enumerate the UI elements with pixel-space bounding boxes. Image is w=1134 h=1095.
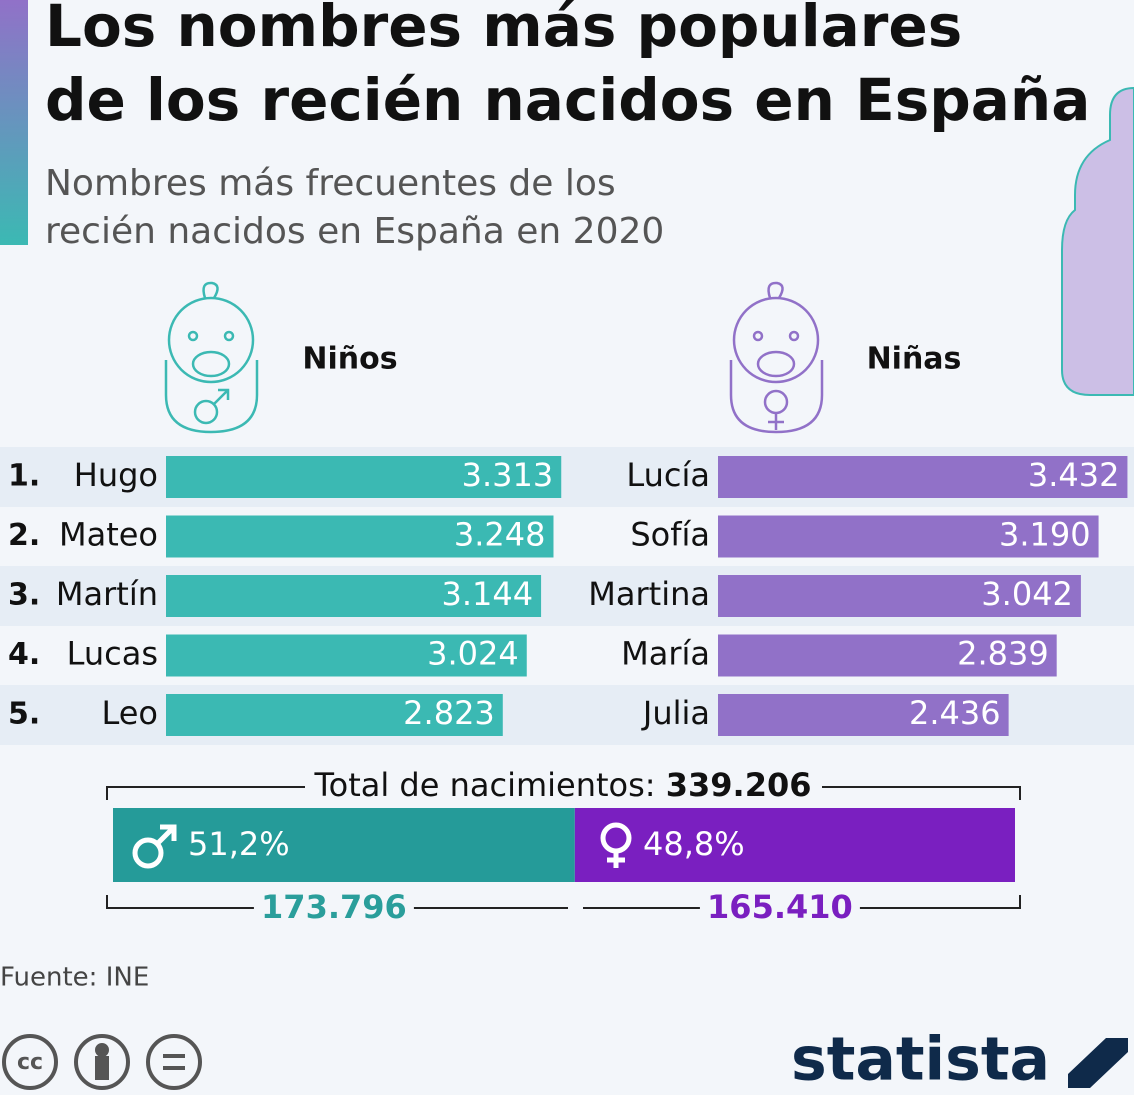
value-label: 3.144 [441,575,533,613]
name-label: Leo [101,694,158,732]
count-label: 173.796 [261,888,407,926]
name-label: Julia [641,694,710,732]
bar [718,694,1009,736]
count-label: 165.410 [707,888,853,926]
license-icons [2,1034,202,1090]
title: Los nombres más populares de los recién n… [45,0,1090,134]
bar [166,694,503,736]
bar [718,575,1081,617]
total-label: Total de nacimientos: [314,766,656,804]
share-label: 51,2% [188,825,290,863]
bar [718,634,1057,677]
name-label: Lucía [626,456,710,494]
rank: 2. [8,518,40,553]
name-label: Martina [588,575,710,613]
value-label: 3.190 [999,516,1091,554]
subtitle: Nombres más frecuentes de los recién naci… [45,163,664,252]
brand-logo [1068,1038,1128,1088]
segment [574,808,1015,882]
total-title: Total de nacimientos: 339.206 [314,766,812,804]
count-bracket [583,895,1021,909]
girl-icon [729,281,824,434]
value-label: 3.024 [427,635,519,673]
license-text: cc [17,1050,43,1075]
rank: 1. [8,459,40,494]
value-label: 2.839 [957,635,1049,673]
value-label: 2.436 [909,694,1001,732]
name-label: Lucas [67,635,158,673]
brand: statista [791,1025,1050,1095]
rank: 5. [8,697,40,732]
female-symbol [600,822,632,868]
source: Fuente: INE [0,963,149,993]
bar [166,634,527,677]
value-label: 3.248 [454,516,546,554]
value-label: 3.313 [462,456,554,494]
name-label: Sofía [630,516,710,554]
value-label: 3.042 [981,575,1073,613]
bar [718,515,1099,558]
rank: 3. [8,578,40,613]
accent-bar [0,0,28,245]
value-label: 3.432 [1028,456,1120,494]
group-title: Niños [302,342,397,377]
name-label: Hugo [74,456,158,494]
name-label: María [621,635,710,673]
value-label: 2.823 [403,694,495,732]
name-label: Mateo [59,516,158,554]
rank: 4. [8,637,40,672]
segment [113,808,575,882]
group-title: Niñas [867,342,962,377]
total-value: 339.206 [666,766,812,804]
bar [166,515,554,558]
male-symbol [132,824,177,869]
bracket [106,786,1021,800]
bar [166,575,542,617]
count-bracket [106,895,568,909]
boy-icon [164,281,259,434]
bar [166,456,562,498]
name-label: Martín [56,575,158,613]
bottle-icon [1061,86,1134,396]
bar [718,456,1128,498]
share-label: 48,8% [643,825,745,863]
